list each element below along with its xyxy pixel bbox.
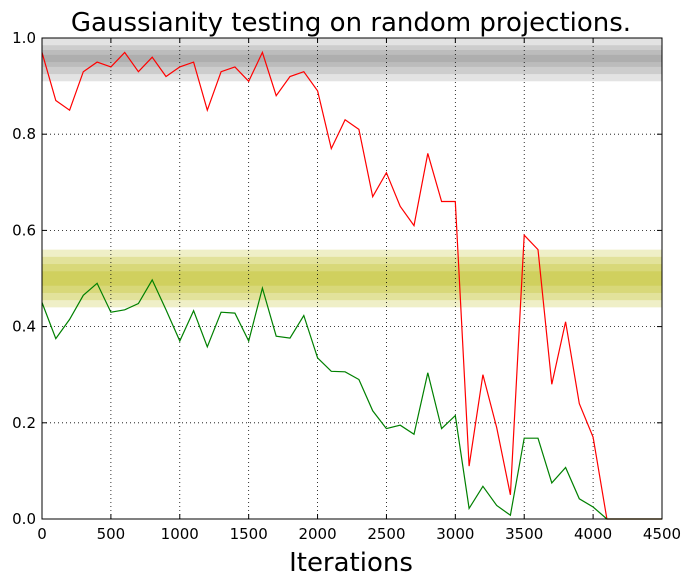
y-tick-label: 0.0: [12, 510, 36, 528]
band-1-level-3: [42, 271, 662, 286]
x-tick-label: 1000: [161, 525, 199, 543]
x-tick-label: 2000: [298, 525, 336, 543]
band-1-level-1: [42, 256, 662, 301]
x-tick-label: 3000: [436, 525, 474, 543]
x-tick-label: 2500: [367, 525, 405, 543]
x-tick-label: 4000: [574, 525, 612, 543]
y-tick-label: 1.0: [12, 29, 36, 47]
band-0-level-1: [42, 45, 662, 75]
x-tick-label: 4500: [643, 525, 681, 543]
chart-title: Gaussianity testing on random projection…: [71, 8, 631, 38]
x-tick-label: 1500: [230, 525, 268, 543]
x-tick-label: 0: [37, 525, 47, 543]
x-axis-label: Iterations: [289, 548, 413, 578]
y-tick-label: 0.6: [12, 221, 36, 239]
axis-ticks: 0 500 1000 1500 2000 2500 3000 3500 4000 4500 0.0 0…: [12, 29, 681, 543]
band-0-level-0: [42, 38, 662, 82]
series-line-1: [41, 278, 662, 520]
band-1-level-2: [42, 264, 662, 293]
series-layer: [41, 50, 662, 520]
x-tick-label: 500: [97, 525, 126, 543]
plot-frame: [41, 37, 663, 520]
reference-bands: [42, 38, 662, 308]
x-tick-label: 3500: [505, 525, 543, 543]
series-line-0: [41, 50, 662, 520]
band-1-level-0: [42, 249, 662, 308]
band-0-level-3: [42, 54, 662, 63]
band-0-level-2: [42, 50, 662, 67]
y-tick-label: 0.4: [12, 318, 36, 336]
y-tick-label: 0.8: [12, 125, 36, 143]
y-tick-label: 0.2: [12, 414, 36, 432]
